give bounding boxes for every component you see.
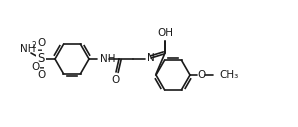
Text: O: O — [111, 75, 119, 85]
Text: NH: NH — [20, 44, 36, 54]
Text: O: O — [198, 70, 206, 80]
Text: S: S — [37, 52, 45, 66]
Text: O: O — [32, 62, 40, 72]
Text: 2: 2 — [32, 41, 36, 50]
Text: OH: OH — [157, 28, 173, 38]
Text: N: N — [147, 53, 155, 63]
Text: CH₃: CH₃ — [219, 70, 238, 80]
Text: O: O — [37, 70, 45, 80]
Text: O: O — [37, 38, 45, 48]
Text: NH: NH — [100, 54, 116, 64]
